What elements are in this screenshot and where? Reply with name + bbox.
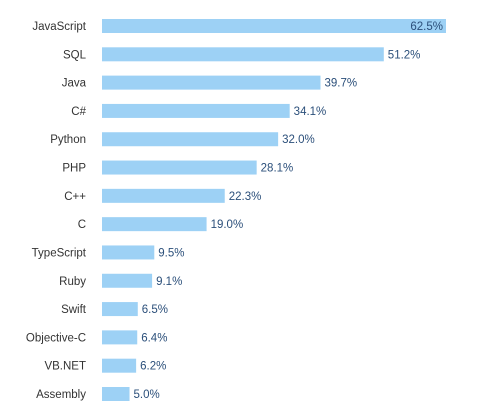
category-label-csharp: C# <box>71 106 86 118</box>
value-label-objective-c: 6.4% <box>141 332 167 344</box>
value-label-php: 28.1% <box>261 163 294 175</box>
value-label-cpp: 22.3% <box>229 191 262 203</box>
bar-c <box>102 217 207 232</box>
category-label-vb-net: VB.NET <box>44 361 86 373</box>
value-labels: 62.5% 51.2% 39.7% 34.1% 32.0% 28.1% 22.3% 19.0%… <box>134 21 443 401</box>
value-label-assembly: 5.0% <box>134 389 160 401</box>
value-label-javascript: 62.5% <box>410 21 443 33</box>
category-label-python: Python <box>50 134 86 146</box>
category-label-sql: SQL <box>63 49 87 61</box>
value-label-java: 39.7% <box>325 78 358 90</box>
bar-vb-net <box>102 358 137 373</box>
bar-java <box>102 75 321 90</box>
bar-objective-c <box>102 330 138 345</box>
bar-cpp <box>102 188 225 203</box>
bar-javascript <box>102 19 446 33</box>
category-label-objective-c: Objective-C <box>26 332 86 344</box>
value-label-sql: 51.2% <box>388 49 421 61</box>
bar-sql <box>102 47 384 62</box>
category-label-ruby: Ruby <box>59 276 86 288</box>
bars <box>102 19 446 401</box>
bar-ruby <box>102 273 153 288</box>
bar-swift <box>102 302 138 317</box>
bar-assembly <box>102 387 130 401</box>
value-label-python: 32.0% <box>282 134 315 146</box>
value-label-vb-net: 6.2% <box>140 361 166 373</box>
bar-php <box>102 160 257 175</box>
category-labels: JavaScript SQL Java C# Python PHP C++ C TypeScri… <box>26 21 87 401</box>
value-label-swift: 6.5% <box>142 304 168 316</box>
value-label-c: 19.0% <box>211 219 244 231</box>
bar-csharp <box>102 103 290 118</box>
value-label-typescript: 9.5% <box>158 247 184 259</box>
value-label-csharp: 34.1% <box>294 106 327 118</box>
category-label-typescript: TypeScript <box>32 247 87 259</box>
category-label-java: Java <box>62 78 87 90</box>
category-label-javascript: JavaScript <box>32 21 86 33</box>
category-label-php: PHP <box>62 163 86 175</box>
category-label-assembly: Assembly <box>36 389 86 401</box>
category-label-cpp: C++ <box>64 191 86 203</box>
value-label-ruby: 9.1% <box>156 276 182 288</box>
bar-typescript <box>102 245 155 260</box>
category-label-swift: Swift <box>61 304 87 316</box>
category-label-c: C <box>78 219 86 231</box>
bar-python <box>102 132 279 147</box>
